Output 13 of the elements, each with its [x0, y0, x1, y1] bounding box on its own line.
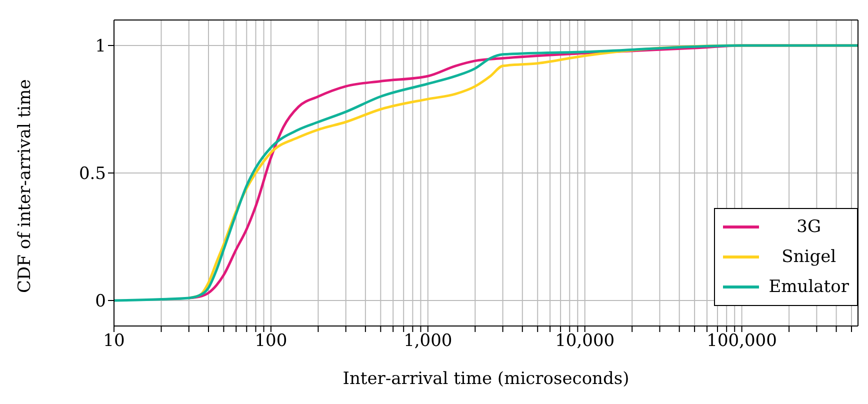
y-tick-label: 0.5 — [78, 164, 106, 184]
x-tick-label: 10,000 — [555, 331, 615, 352]
y-axis-title: CDF of inter-arrival time — [15, 79, 36, 293]
legend-label: Emulator — [768, 276, 849, 299]
legend-label: Snigel — [780, 246, 838, 269]
x-axis-title: Inter-arrival time (microseconds) — [342, 369, 630, 389]
legend-label: 3G — [796, 216, 822, 239]
y-tick-label: 1 — [95, 36, 106, 57]
y-tick-label: 0 — [95, 292, 106, 312]
x-tick-label: 1,000 — [404, 331, 452, 352]
x-tick-label: 10 — [103, 331, 125, 352]
x-tick-label: 100 — [254, 331, 288, 352]
x-tick-label: 100,000 — [706, 331, 777, 352]
